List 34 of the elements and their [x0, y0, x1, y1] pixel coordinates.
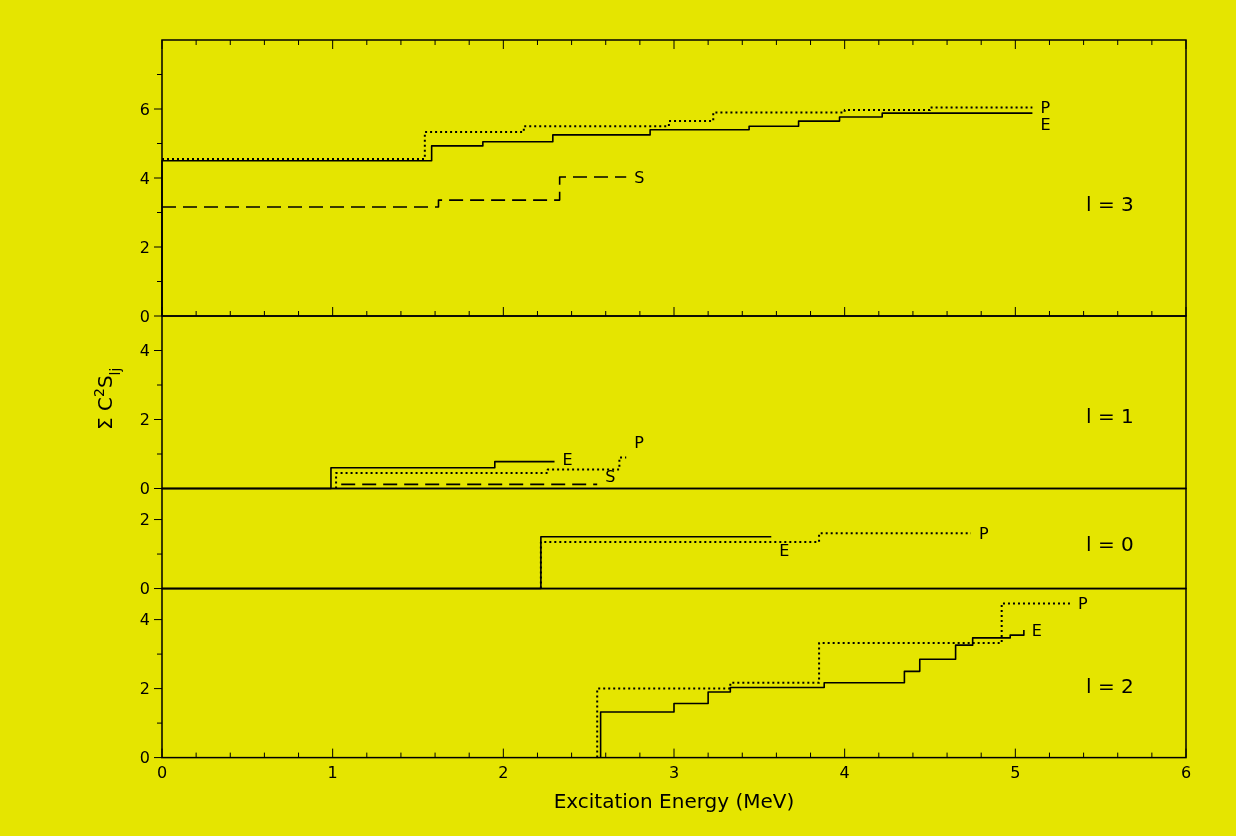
y-tick-label: 0: [139, 306, 150, 326]
series-label: P: [634, 433, 645, 453]
series-label: E: [1040, 115, 1051, 135]
x-tick-label: 6: [1180, 762, 1192, 782]
series-label: S: [605, 467, 616, 487]
y-tick-label: 2: [139, 510, 150, 530]
x-tick-label: 2: [498, 762, 509, 782]
y-tick-label: 2: [139, 237, 150, 257]
x-tick-label: 0: [156, 762, 168, 782]
y-tick-label: 0: [139, 748, 150, 768]
text: l = 1: [1086, 403, 1134, 428]
series-label: P: [978, 523, 989, 543]
x-axis-title: Excitation Energy (MeV): [553, 788, 795, 813]
series-label: E: [562, 450, 573, 470]
x-tick-label: 1: [327, 762, 338, 782]
y-tick-label: 2: [139, 410, 150, 430]
series-label: P: [1077, 593, 1088, 613]
series-label: S: [634, 167, 645, 187]
series-label: P: [1040, 98, 1051, 118]
series-label: E: [1031, 620, 1042, 640]
y-tick-label: 2: [139, 679, 150, 699]
x-tick-label: 5: [1010, 762, 1021, 782]
text: l = 2: [1086, 674, 1134, 699]
series-label: E: [779, 540, 790, 560]
y-tick-label: 0: [139, 479, 150, 499]
y-tick-label: 4: [139, 610, 150, 630]
x-tick-label: 4: [839, 762, 850, 782]
text: l = 0: [1086, 531, 1134, 556]
text: l = 3: [1086, 192, 1134, 217]
y-tick-label: 4: [139, 168, 150, 188]
x-tick-label: 3: [668, 762, 680, 782]
y-tick-label: 6: [139, 99, 150, 119]
y-tick-label: 4: [139, 341, 150, 361]
y-tick-label: 0: [139, 579, 150, 599]
